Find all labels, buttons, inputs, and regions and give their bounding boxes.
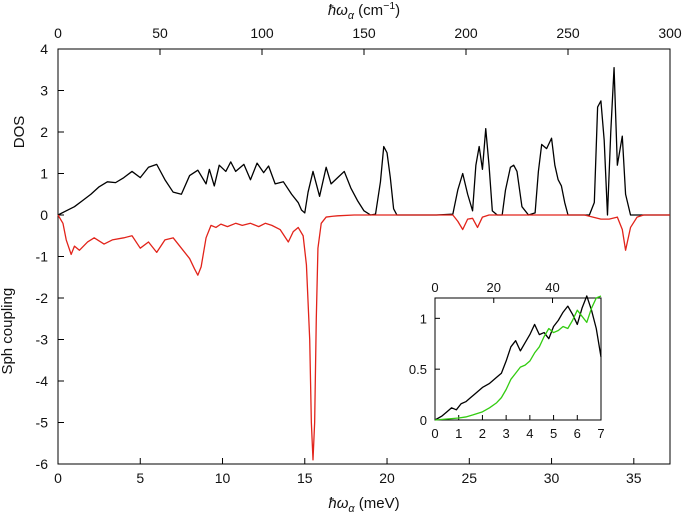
- x-tick-label-top: 250: [556, 25, 580, 41]
- y-tick-label: -1: [36, 249, 49, 265]
- x-tick-label-bottom: 10: [215, 470, 231, 486]
- inset-y-tick-label: 1: [420, 311, 427, 326]
- x-tick-label-bottom: 20: [379, 470, 395, 486]
- dos-series-line: [57, 67, 670, 216]
- inset-x-tick-label-bottom: 2: [479, 426, 486, 441]
- x-tick-label-bottom: 25: [462, 470, 478, 486]
- inset-x-tick-label-bottom: 5: [550, 426, 557, 441]
- y-tick-label: -6: [36, 456, 49, 472]
- x-tick-label-bottom: 5: [136, 470, 144, 486]
- sph-coupling-series-line: [57, 214, 670, 461]
- x-axis-label-bottom: ħωα (meV): [328, 495, 399, 515]
- x-axis-label-top: ħωα (cm−1): [328, 0, 400, 22]
- x-tick-label-bottom: 0: [54, 470, 62, 486]
- inset-x-tick-label-bottom: 4: [526, 426, 533, 441]
- y-tick-label: 2: [40, 124, 48, 140]
- y-tick-label: -3: [36, 332, 49, 348]
- x-tick-label-top: 200: [454, 25, 478, 41]
- inset-x-tick-label-bottom: 7: [597, 426, 604, 441]
- x-tick-label-top: 0: [54, 25, 62, 41]
- inset-x-tick-label-bottom: 3: [503, 426, 510, 441]
- y-tick-label: 1: [40, 166, 48, 182]
- x-tick-label-top: 50: [152, 25, 168, 41]
- x-tick-label-top: 300: [658, 25, 682, 41]
- inset-x-tick-label-bottom: 1: [455, 426, 462, 441]
- y-tick-label: 4: [40, 41, 48, 57]
- y-tick-label: 0: [40, 207, 48, 223]
- y-tick-label: -2: [36, 290, 49, 306]
- inset-y-tick-label: 0: [420, 413, 427, 428]
- x-tick-label-top: 100: [250, 25, 274, 41]
- inset-green-series-line: [434, 295, 602, 421]
- inset-black-series-line: [434, 295, 602, 421]
- inset-x-tick-label-bottom: 0: [431, 426, 438, 441]
- inset-x-tick-label-top: 0: [431, 280, 438, 295]
- y-tick-label: -5: [36, 415, 49, 431]
- y-axis-label-dos: DOS: [11, 116, 28, 149]
- y-tick-label: 3: [40, 83, 48, 99]
- x-tick-label-bottom: 30: [544, 470, 560, 486]
- inset-x-tick-label-bottom: 6: [574, 426, 581, 441]
- inset-x-tick-label-top: 20: [487, 280, 501, 295]
- inset-plot-frame: [434, 297, 602, 421]
- inset-y-tick-label: 0.5: [409, 362, 427, 377]
- x-tick-label-bottom: 35: [626, 470, 642, 486]
- x-tick-label-bottom: 15: [297, 470, 313, 486]
- y-axis-label-sph-coupling: Sph coupling: [0, 288, 16, 375]
- x-tick-label-top: 150: [352, 25, 376, 41]
- y-tick-label: -4: [36, 373, 49, 389]
- inset-x-tick-label-top: 40: [545, 280, 559, 295]
